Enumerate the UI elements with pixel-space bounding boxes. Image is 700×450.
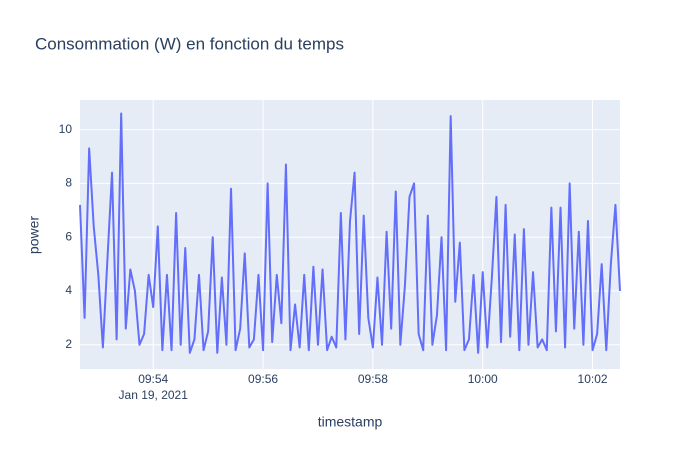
x-tick-label: 09:54 [138,372,168,386]
y-tick-label: 4 [65,283,72,297]
x-tick-label: 09:56 [248,372,278,386]
x-date-label: Jan 19, 2021 [119,388,189,402]
y-axis-title: power [26,216,42,254]
y-tick-label: 8 [65,176,72,190]
y-tick-label: 6 [65,229,72,243]
x-tick-label: 10:00 [468,372,498,386]
x-tick-label: 09:58 [358,372,388,386]
y-tick-label: 10 [59,122,73,136]
data-line [79,112,621,354]
chart-title: Consommation (W) en fonction du temps [35,34,344,53]
x-axis-title: timestamp [318,414,383,430]
y-tick-label: 2 [65,337,72,351]
x-tick-label: 10:02 [578,372,608,386]
